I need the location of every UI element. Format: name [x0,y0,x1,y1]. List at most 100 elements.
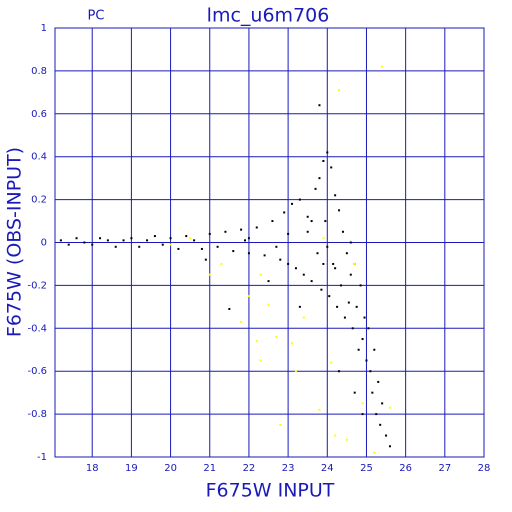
point [200,247,203,250]
point [343,316,346,319]
point [379,423,382,426]
point [122,239,125,242]
point [106,239,109,242]
point [318,408,321,411]
point [326,245,329,248]
point [349,241,352,244]
x-tick-label: 20 [164,463,177,474]
x-tick-label: 25 [360,463,373,474]
point [138,245,141,248]
point [114,245,117,248]
point [224,230,227,233]
point [324,220,327,223]
point [330,166,333,169]
x-tick-label: 21 [203,463,216,474]
point [220,262,223,265]
point [291,202,294,205]
point [361,413,364,416]
point [216,245,219,248]
y-tick-label: -0.4 [27,323,47,334]
point [302,273,305,276]
point [347,301,350,304]
point [330,361,333,364]
point [318,177,321,180]
point [161,243,164,246]
y-tick-label: -1 [37,452,47,463]
point [322,262,325,265]
point [146,239,149,242]
point [99,237,102,240]
point [279,423,282,426]
point [373,348,376,351]
point [385,434,388,437]
point [361,338,364,341]
point [338,209,341,212]
point [341,230,344,233]
point [375,413,378,416]
point [336,305,339,308]
point [208,273,211,276]
x-tick-label: 26 [399,463,412,474]
y-tick-label: -0.6 [27,366,47,377]
point [326,151,329,154]
x-axis-label: F675W INPUT [206,480,335,502]
point [316,252,319,255]
point [359,284,362,287]
x-tick-label: 22 [243,463,256,474]
point [373,451,376,454]
x-tick-label: 18 [86,463,99,474]
point [340,284,342,287]
point [240,228,243,231]
point [361,402,364,405]
chart-subtitle: PC [88,9,105,24]
point [320,288,323,291]
point [357,348,360,351]
point [287,232,290,235]
point [232,250,235,253]
point [185,235,188,238]
point [275,335,278,338]
point [353,262,356,265]
point [204,258,207,261]
x-tick-label: 19 [125,463,138,474]
point [388,406,391,409]
x-tick-label: 27 [438,463,451,474]
point [345,252,348,255]
point [67,243,70,246]
point [365,359,368,362]
point [279,258,282,261]
y-tick-label: 0.2 [31,195,47,206]
point [371,391,374,394]
point [91,243,94,246]
point [247,295,250,298]
point [353,391,356,394]
y-tick-label: 0.8 [31,66,47,77]
point [314,187,317,190]
point [349,273,352,276]
point [59,239,62,242]
point [298,305,301,308]
point [294,370,297,373]
point [208,232,211,235]
point [263,254,266,257]
point [363,316,366,319]
point [267,280,270,283]
point [291,342,294,345]
point [169,243,172,246]
point [302,316,305,319]
point [244,239,247,242]
point [355,305,358,308]
y-axis-label: F675W (OBS-INPUT) [4,147,26,337]
x-tick-label: 24 [321,463,334,474]
point [369,370,372,373]
point [334,434,337,437]
point [189,237,192,240]
plot-frame [54,27,485,458]
point [177,247,180,250]
point [388,445,391,448]
point [332,262,335,265]
y-tick-label: -0.2 [27,280,47,291]
point [247,237,250,240]
y-tick-label: 0 [41,238,47,249]
